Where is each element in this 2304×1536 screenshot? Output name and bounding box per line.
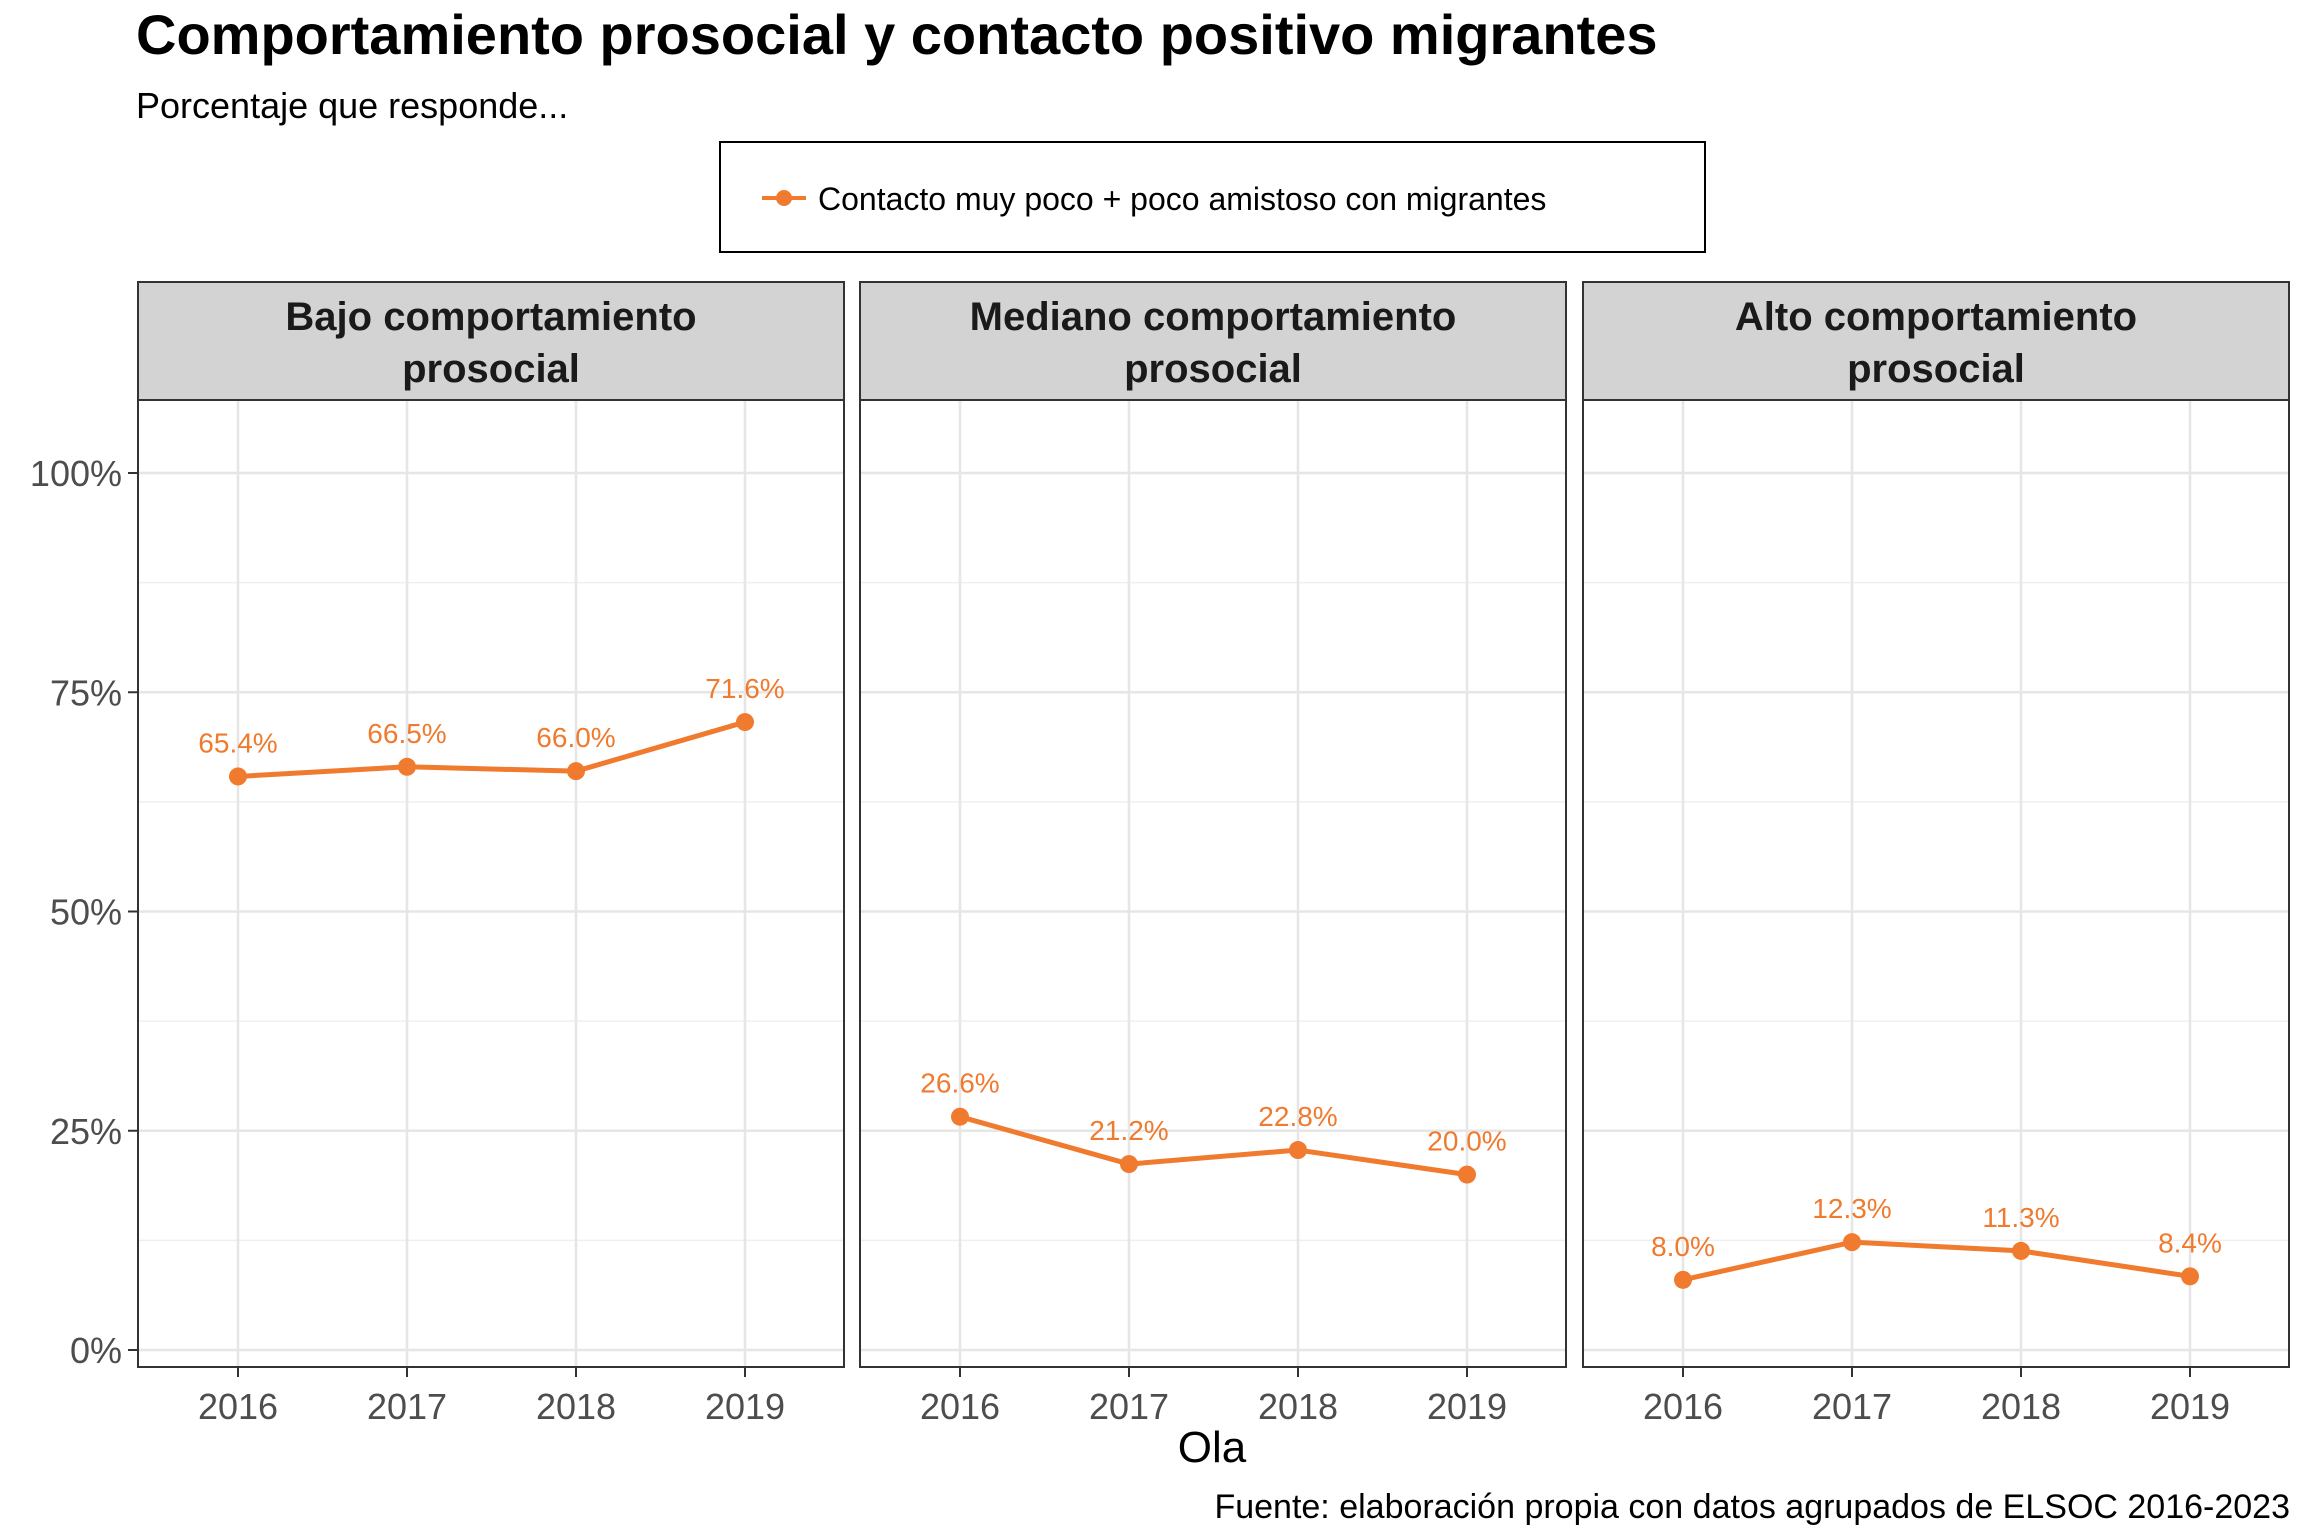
x-tick-label: 2019 — [1427, 1386, 1507, 1427]
series-line — [237, 719, 746, 779]
data-label: 71.6% — [705, 673, 784, 704]
x-tick-label: 2019 — [705, 1386, 785, 1427]
data-point — [1289, 1141, 1307, 1160]
data-point — [2181, 1267, 2199, 1286]
data-point — [567, 762, 585, 781]
data-point — [229, 767, 247, 786]
panel-border — [1582, 399, 2290, 1368]
data-point — [951, 1107, 969, 1126]
facet-strip-label: prosocial — [1124, 347, 1302, 391]
y-tick-label: 75% — [50, 672, 122, 713]
series-line — [1682, 1239, 2191, 1283]
data-label: 21.2% — [1089, 1115, 1168, 1146]
plot-background — [1583, 400, 2289, 1367]
chart-title: Comportamiento prosocial y contacto posi… — [136, 3, 1658, 66]
data-label: 11.3% — [1982, 1202, 2059, 1233]
data-point — [1458, 1165, 1476, 1184]
facet-strip — [137, 281, 845, 401]
facet-strip — [859, 281, 1567, 401]
plot-background — [138, 400, 844, 1367]
data-label: 66.0% — [536, 722, 615, 753]
caption: Fuente: elaboración propia con datos agr… — [1214, 1488, 2290, 1526]
plot-background — [860, 400, 1566, 1367]
legend-box — [719, 141, 1706, 253]
x-tick-label: 2017 — [1089, 1386, 1169, 1427]
facet-panel: Mediano comportamiento prosocial 2016 2017 2… — [859, 281, 1567, 1427]
legend-label: Contacto muy poco + poco amistoso con mi… — [818, 181, 1546, 217]
x-tick-label: 2017 — [367, 1386, 447, 1427]
panel-border — [859, 399, 1567, 1368]
facet-panel: Alto comportamiento prosocial 2016 2017 2018… — [1582, 281, 2290, 1427]
panels: Bajo comportamiento prosocial 2016 2017 2018… — [137, 281, 2290, 1427]
x-tick-label: 2016 — [920, 1386, 1000, 1427]
data-label: 22.8% — [1258, 1101, 1337, 1132]
facet-strip — [1582, 281, 2290, 401]
chart-subtitle: Porcentaje que responde... — [136, 85, 568, 126]
y-tick-label: 25% — [50, 1111, 122, 1152]
data-label: 8.0% — [1651, 1231, 1715, 1262]
facet-strip-label: Mediano comportamiento — [970, 295, 1457, 339]
data-label: 66.5% — [367, 718, 446, 749]
data-label: 12.3% — [1812, 1193, 1891, 1224]
data-label: 26.6% — [920, 1068, 999, 1099]
x-tick-label: 2018 — [536, 1386, 616, 1427]
series-line — [959, 1114, 1468, 1178]
x-axis-title: Ola — [1178, 1423, 1247, 1472]
data-point — [1674, 1270, 1692, 1289]
x-tick-label: 2017 — [1812, 1386, 1892, 1427]
data-label: 20.0% — [1427, 1126, 1506, 1157]
data-point — [1120, 1155, 1138, 1174]
facet-strip-label: prosocial — [402, 347, 580, 391]
facet-strip-label: Bajo comportamiento — [285, 295, 696, 339]
y-tick-label: 50% — [50, 892, 122, 933]
data-label: 65.4% — [198, 727, 277, 758]
data-label: 8.4% — [2158, 1227, 2222, 1258]
legend: Contacto muy poco + poco amistoso con mi… — [719, 141, 1706, 253]
panel-border — [137, 399, 845, 1368]
x-tick-label: 2016 — [1643, 1386, 1723, 1427]
x-tick-label: 2018 — [1258, 1386, 1338, 1427]
legend-key-point — [776, 190, 792, 206]
x-tick-label: 2018 — [1981, 1386, 2061, 1427]
facet-strip-label: prosocial — [1847, 347, 2025, 391]
data-point — [736, 713, 754, 732]
x-tick-label: 2019 — [2150, 1386, 2230, 1427]
data-point — [398, 757, 416, 776]
data-point — [1843, 1233, 1861, 1252]
x-tick-label: 2016 — [198, 1386, 278, 1427]
facet-strip-label: Alto comportamiento — [1735, 295, 2137, 339]
y-tick-label: 0% — [70, 1330, 122, 1371]
data-point — [2012, 1241, 2030, 1260]
y-tick-label: 100% — [30, 453, 122, 494]
facet-panel: Bajo comportamiento prosocial 2016 2017 2018… — [137, 281, 845, 1427]
y-axis: 0% 25% 50% 75% 100% — [30, 453, 138, 1371]
